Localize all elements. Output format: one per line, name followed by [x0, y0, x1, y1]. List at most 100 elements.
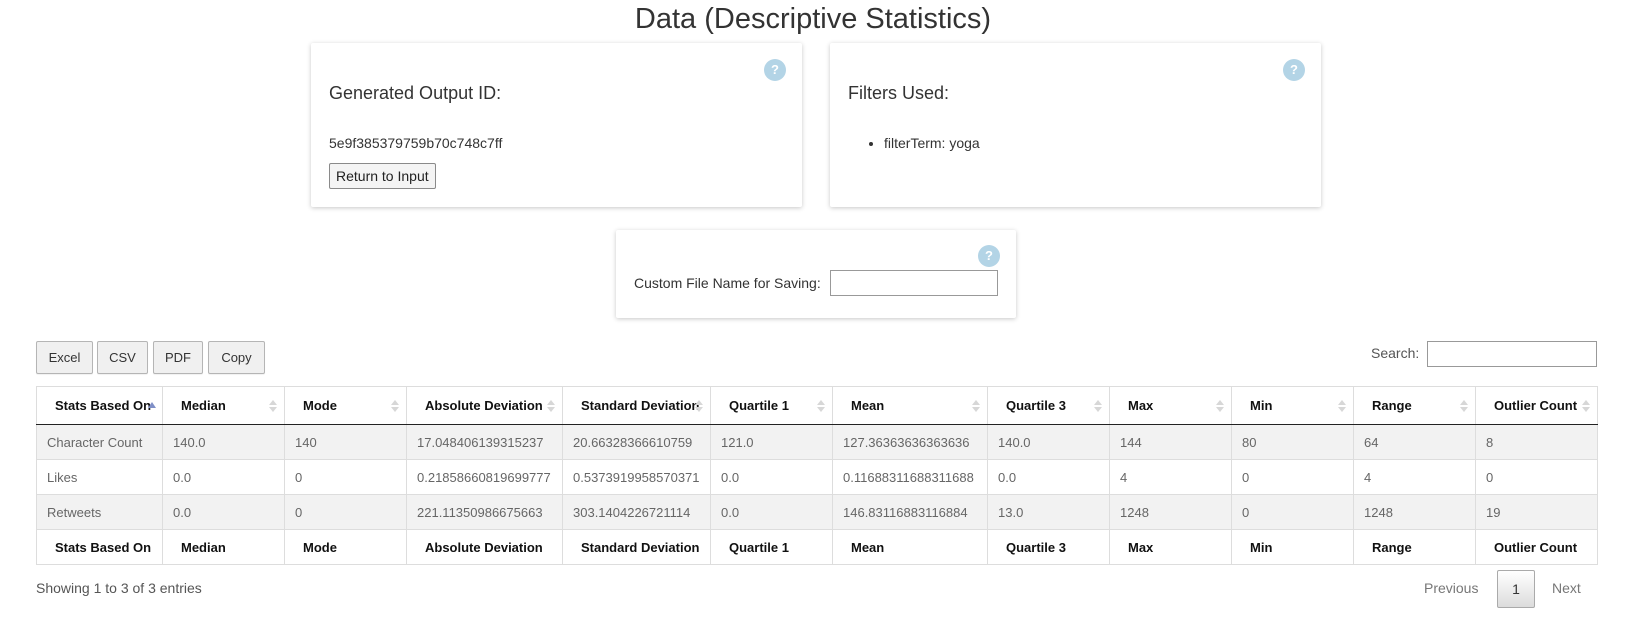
- excel-export-button[interactable]: Excel: [36, 341, 93, 374]
- stats-table: Stats Based On Median Mode Absolute Devi…: [36, 386, 1598, 565]
- column-header-range[interactable]: Range: [1353, 386, 1476, 425]
- copy-button[interactable]: Copy: [208, 341, 265, 374]
- table-cell: 303.1404226721114: [562, 494, 711, 530]
- sort-icon: [1216, 398, 1224, 414]
- table-cell: 1248: [1109, 494, 1232, 530]
- previous-page-link[interactable]: Previous: [1424, 580, 1479, 596]
- search-label: Search:: [1371, 345, 1420, 361]
- table-cell: Likes: [36, 459, 163, 495]
- column-header-median[interactable]: Median: [162, 386, 285, 425]
- column-header-quartile-3[interactable]: Quartile 3: [987, 386, 1110, 425]
- filename-input[interactable]: [830, 270, 998, 296]
- footer-header-cell: Min: [1231, 529, 1354, 565]
- sort-icon: [817, 398, 825, 414]
- table-cell: 0: [284, 459, 407, 495]
- table-cell: 64: [1353, 424, 1476, 460]
- footer-header-cell: Mode: [284, 529, 407, 565]
- sort-icon: [695, 398, 703, 414]
- output-id-card: ? Generated Output ID: 5e9f385379759b70c…: [311, 43, 802, 207]
- footer-header-cell: Outlier Count: [1475, 529, 1598, 565]
- sort-icon: [547, 398, 555, 414]
- column-header-mode[interactable]: Mode: [284, 386, 407, 425]
- footer-header-cell: Quartile 3: [987, 529, 1110, 565]
- table-cell: 0.0: [710, 494, 833, 530]
- filters-heading: Filters Used:: [848, 83, 950, 103]
- table-cell: 0.21858660819699777: [406, 459, 563, 495]
- sort-icon: [1094, 398, 1102, 414]
- sort-icon: [1460, 398, 1468, 414]
- footer-header-cell: Mean: [832, 529, 988, 565]
- table-cell: 0.0: [987, 459, 1110, 495]
- table-info: Showing 1 to 3 of 3 entries: [36, 580, 202, 596]
- table-cell: 144: [1109, 424, 1232, 460]
- help-icon[interactable]: ?: [764, 59, 786, 81]
- table-cell: 17.048406139315237: [406, 424, 563, 460]
- filter-item: filterTerm: yoga: [884, 135, 980, 151]
- table-cell: 0.5373919958570371: [562, 459, 711, 495]
- search-input[interactable]: [1427, 341, 1597, 367]
- return-to-input-button[interactable]: Return to Input: [329, 163, 436, 189]
- table-cell: 140.0: [162, 424, 285, 460]
- filters-list: filterTerm: yoga: [866, 135, 980, 151]
- footer-header-cell: Quartile 1: [710, 529, 833, 565]
- table-cell: 140: [284, 424, 407, 460]
- column-header-outlier-count[interactable]: Outlier Count: [1475, 386, 1598, 425]
- table-cell: 4: [1353, 459, 1476, 495]
- footer-header-cell: Stats Based On: [36, 529, 163, 565]
- column-header-max[interactable]: Max: [1109, 386, 1232, 425]
- table-cell: 1248: [1353, 494, 1476, 530]
- table-cell: 0.0: [710, 459, 833, 495]
- column-header-absolute-deviation[interactable]: Absolute Deviation: [406, 386, 563, 425]
- next-page-link[interactable]: Next: [1552, 580, 1581, 596]
- page-1-button[interactable]: 1: [1497, 570, 1535, 608]
- sort-icon: [1582, 398, 1590, 414]
- footer-header-cell: Absolute Deviation: [406, 529, 563, 565]
- help-icon[interactable]: ?: [978, 245, 1000, 267]
- column-header-quartile-1[interactable]: Quartile 1: [710, 386, 833, 425]
- help-icon[interactable]: ?: [1283, 59, 1305, 81]
- column-header-mean[interactable]: Mean: [832, 386, 988, 425]
- filename-card: ? Custom File Name for Saving:: [616, 230, 1016, 318]
- footer-header-cell: Max: [1109, 529, 1232, 565]
- table-cell: 0.11688311688311688: [832, 459, 988, 495]
- sort-ascending-icon: [148, 402, 156, 408]
- table-cell: 8: [1475, 424, 1598, 460]
- output-id-value: 5e9f385379759b70c748c7ff: [329, 135, 503, 151]
- table-header-row: Stats Based On Median Mode Absolute Devi…: [36, 386, 1598, 425]
- table-row: Likes 0.0 0 0.21858660819699777 0.537391…: [36, 459, 1598, 495]
- table-cell: 0: [1231, 459, 1354, 495]
- pdf-export-button[interactable]: PDF: [153, 341, 203, 374]
- table-cell: 0: [284, 494, 407, 530]
- sort-icon: [972, 398, 980, 414]
- sort-icon: [269, 398, 277, 414]
- table-cell: 140.0: [987, 424, 1110, 460]
- footer-header-cell: Median: [162, 529, 285, 565]
- column-header-stats-based-on[interactable]: Stats Based On: [36, 386, 163, 425]
- footer-header-cell: Standard Deviation: [562, 529, 711, 565]
- filename-label: Custom File Name for Saving:: [634, 275, 821, 291]
- table-cell: Character Count: [36, 424, 163, 460]
- table-cell: 13.0: [987, 494, 1110, 530]
- output-id-heading: Generated Output ID:: [329, 83, 502, 103]
- table-cell: 0.0: [162, 459, 285, 495]
- csv-export-button[interactable]: CSV: [97, 341, 148, 374]
- table-cell: 146.83116883116884: [832, 494, 988, 530]
- table-cell: 0: [1475, 459, 1598, 495]
- page-title: Data (Descriptive Statistics): [634, 3, 992, 35]
- table-cell: 221.11350986675663: [406, 494, 563, 530]
- table-cell: 80: [1231, 424, 1354, 460]
- footer-header-cell: Range: [1353, 529, 1476, 565]
- table-row: Retweets 0.0 0 221.11350986675663 303.14…: [36, 494, 1598, 530]
- column-header-min[interactable]: Min: [1231, 386, 1354, 425]
- sort-icon: [1338, 398, 1346, 414]
- table-cell: 19: [1475, 494, 1598, 530]
- table-cell: 0.0: [162, 494, 285, 530]
- table-cell: 20.66328366610759: [562, 424, 711, 460]
- sort-icon: [391, 398, 399, 414]
- column-header-standard-deviation[interactable]: Standard Deviation: [562, 386, 711, 425]
- table-cell: Retweets: [36, 494, 163, 530]
- table-cell: 127.36363636363636: [832, 424, 988, 460]
- table-cell: 4: [1109, 459, 1232, 495]
- table-cell: 0: [1231, 494, 1354, 530]
- table-footer-row: Stats Based On Median Mode Absolute Devi…: [36, 529, 1598, 565]
